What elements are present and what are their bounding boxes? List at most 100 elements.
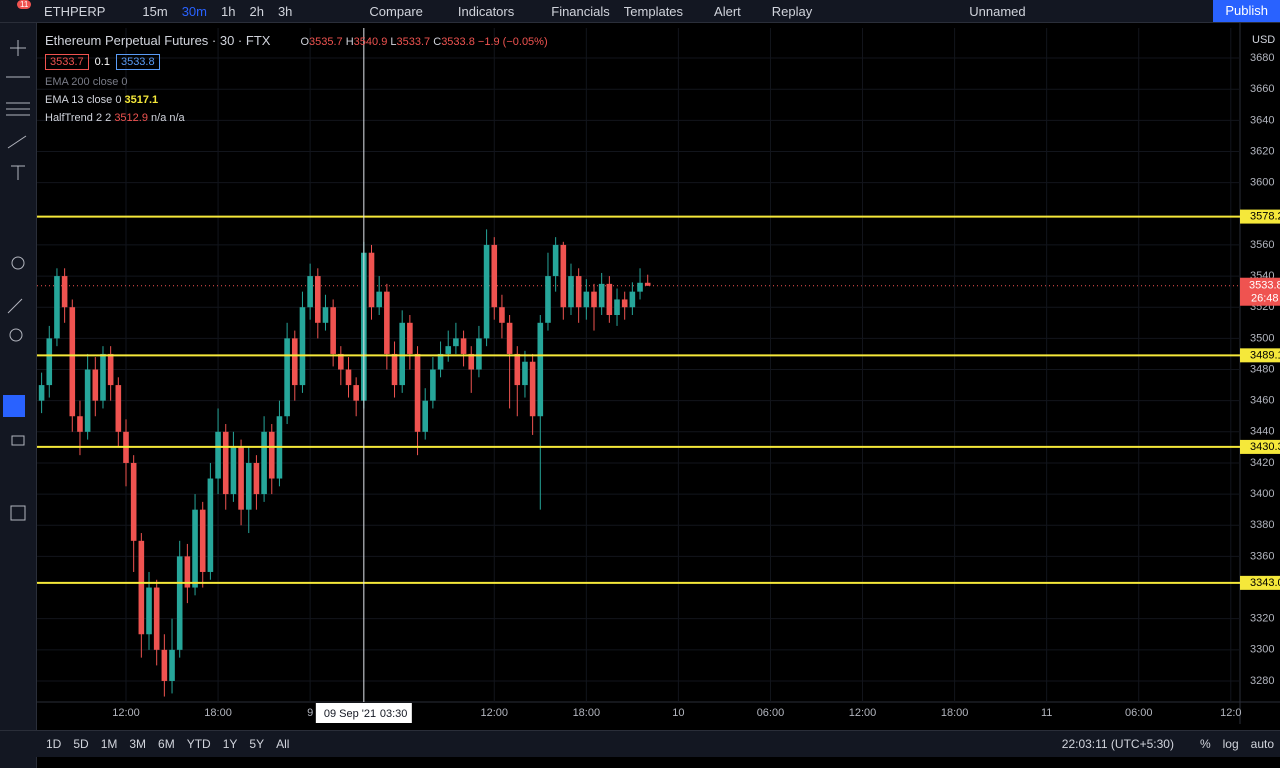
symbol[interactable]: ETHPERP	[44, 3, 106, 19]
candle-body	[315, 276, 321, 323]
auto-toggle[interactable]: auto	[1250, 737, 1274, 751]
clock: 22:03:11 (UTC+5:30)	[1061, 737, 1174, 751]
halftrend-value: 3512.9	[114, 112, 148, 124]
zoom-tool[interactable]	[9, 328, 23, 342]
h-value: 3540.9	[353, 36, 388, 48]
candle-body	[192, 509, 198, 588]
range[interactable]: 5Y	[249, 737, 265, 751]
active-tool[interactable]	[3, 395, 25, 417]
candle-body	[445, 346, 452, 354]
range[interactable]: 1D	[46, 737, 62, 751]
candle-body	[637, 282, 643, 292]
compare[interactable]: Compare	[369, 3, 423, 19]
candle-body	[138, 540, 145, 635]
candle-body	[322, 307, 329, 323]
x-tick-label: 12:00	[112, 707, 140, 719]
percent-toggle[interactable]: %	[1199, 737, 1211, 751]
candle-body	[353, 385, 359, 401]
y-tick-label: 3560	[1250, 239, 1274, 251]
price-axis	[1240, 23, 1280, 730]
candle-body	[529, 361, 536, 417]
range[interactable]: 5D	[73, 737, 89, 751]
interval[interactable]: 1h	[221, 3, 236, 19]
candle-body	[107, 353, 114, 386]
y-tick-label: 3480	[1250, 363, 1274, 375]
fib-tool[interactable]	[6, 102, 30, 116]
notification-badge: 11	[17, 0, 32, 9]
alert[interactable]: Alert	[714, 3, 741, 19]
crosshair-label-bg	[315, 703, 412, 723]
indicators[interactable]: Indicators	[457, 3, 515, 19]
candle-body	[84, 369, 91, 432]
candle-body	[299, 307, 306, 386]
level-label-bg	[1240, 439, 1280, 454]
legend-row: 3533.7 0.1 3533.8	[45, 54, 548, 70]
range[interactable]: 1Y	[222, 737, 238, 751]
level-label: 3489.1	[1250, 349, 1280, 361]
candle-body	[506, 322, 513, 354]
range[interactable]: 1M	[100, 737, 118, 751]
l-value: 3533.7	[396, 36, 431, 48]
candle-body	[560, 244, 567, 308]
candle-body	[230, 447, 237, 495]
layout-name[interactable]: Unnamed	[969, 3, 1026, 19]
candle-body	[591, 291, 597, 308]
text-tool[interactable]	[11, 165, 25, 180]
emoji-tool[interactable]	[11, 256, 25, 270]
candle-body	[345, 369, 352, 386]
cursor-tool[interactable]	[10, 40, 26, 56]
bottom-toolbar: 1D 5D 1M 3M 6M YTD 1Y 5Y All 22:03:11 (U…	[0, 730, 1280, 757]
candle-body	[61, 276, 68, 308]
y-tick-label: 3620	[1250, 145, 1274, 157]
templates[interactable]: Templates	[623, 3, 684, 19]
c-key: C	[433, 36, 442, 48]
candle-body	[422, 400, 429, 432]
y-tick-label: 3440	[1250, 426, 1274, 438]
c-value: 3533.8	[441, 36, 475, 48]
candle-body	[146, 587, 152, 635]
range[interactable]: 3M	[129, 737, 147, 751]
candle-body	[268, 431, 275, 479]
ema13: EMA 13 close 0	[45, 94, 122, 106]
candle-body	[176, 556, 183, 650]
candle-body	[568, 276, 574, 308]
ruler-tool[interactable]	[7, 298, 23, 314]
publish-button[interactable]: Publish	[1213, 0, 1280, 22]
replay[interactable]: Replay	[771, 3, 813, 19]
financials[interactable]: Financials	[551, 3, 610, 19]
candle-body	[399, 322, 405, 386]
interval[interactable]: 30m	[181, 3, 207, 19]
level-label-bg	[1240, 209, 1280, 224]
log-toggle[interactable]: log	[1222, 737, 1239, 751]
candle-body	[437, 353, 444, 370]
trash-tool[interactable]	[10, 505, 26, 521]
range[interactable]: YTD	[186, 737, 211, 751]
candle-body	[261, 431, 267, 495]
candle-body	[222, 431, 229, 495]
candle-body	[46, 338, 53, 386]
interval[interactable]: 3h	[277, 3, 293, 19]
x-tick-label: 9	[307, 707, 313, 719]
range[interactable]: All	[276, 737, 290, 751]
y-tick-label: 3320	[1250, 613, 1274, 625]
x-tick-label: 12:00	[480, 707, 508, 719]
candle-body	[499, 307, 505, 323]
y-tick-label: 3600	[1250, 177, 1274, 189]
y-tick-label: 3380	[1250, 519, 1274, 531]
lock-tool[interactable]	[11, 435, 25, 446]
currency: USD	[1252, 34, 1275, 46]
candle-body	[253, 462, 260, 495]
o-key: O	[300, 36, 309, 48]
range[interactable]: 6M	[158, 737, 175, 751]
candle-body	[644, 282, 651, 286]
brush-tool[interactable]	[7, 135, 27, 149]
candle-body	[391, 353, 398, 386]
x-tick-label: 18:00	[573, 707, 601, 719]
candle-body	[238, 447, 244, 510]
tool-icons	[3, 40, 30, 521]
interval[interactable]: 2h	[249, 3, 264, 19]
candle-body	[606, 283, 613, 316]
x-tick-label: 06:00	[757, 707, 785, 719]
interval[interactable]: 15m	[142, 3, 168, 19]
y-tick-label: 3300	[1250, 644, 1274, 656]
